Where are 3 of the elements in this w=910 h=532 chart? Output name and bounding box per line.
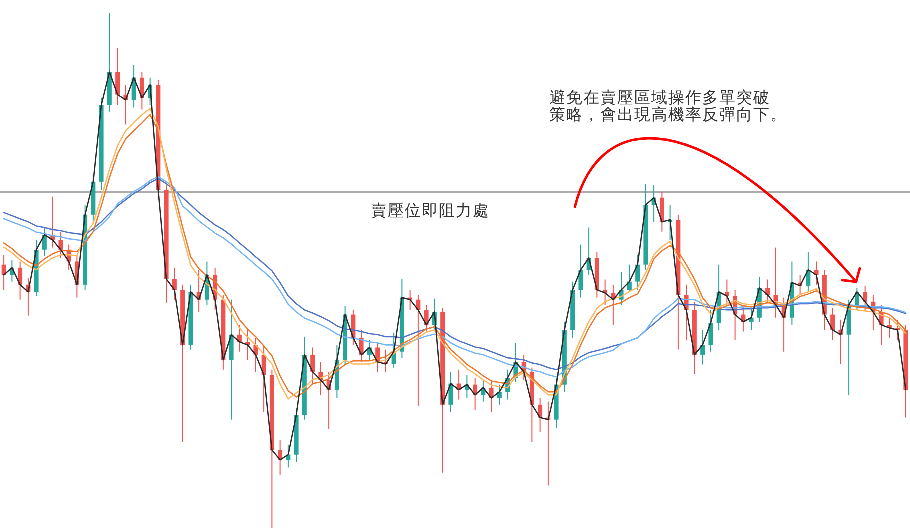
ref-line: 賣壓位即阻力處: [0, 192, 910, 220]
annotation: 避免在賣壓區域操作多單突破策略，會出現高機率反彈向下。: [550, 89, 788, 124]
ref-line-label: 賣壓位即阻力處: [370, 202, 490, 220]
